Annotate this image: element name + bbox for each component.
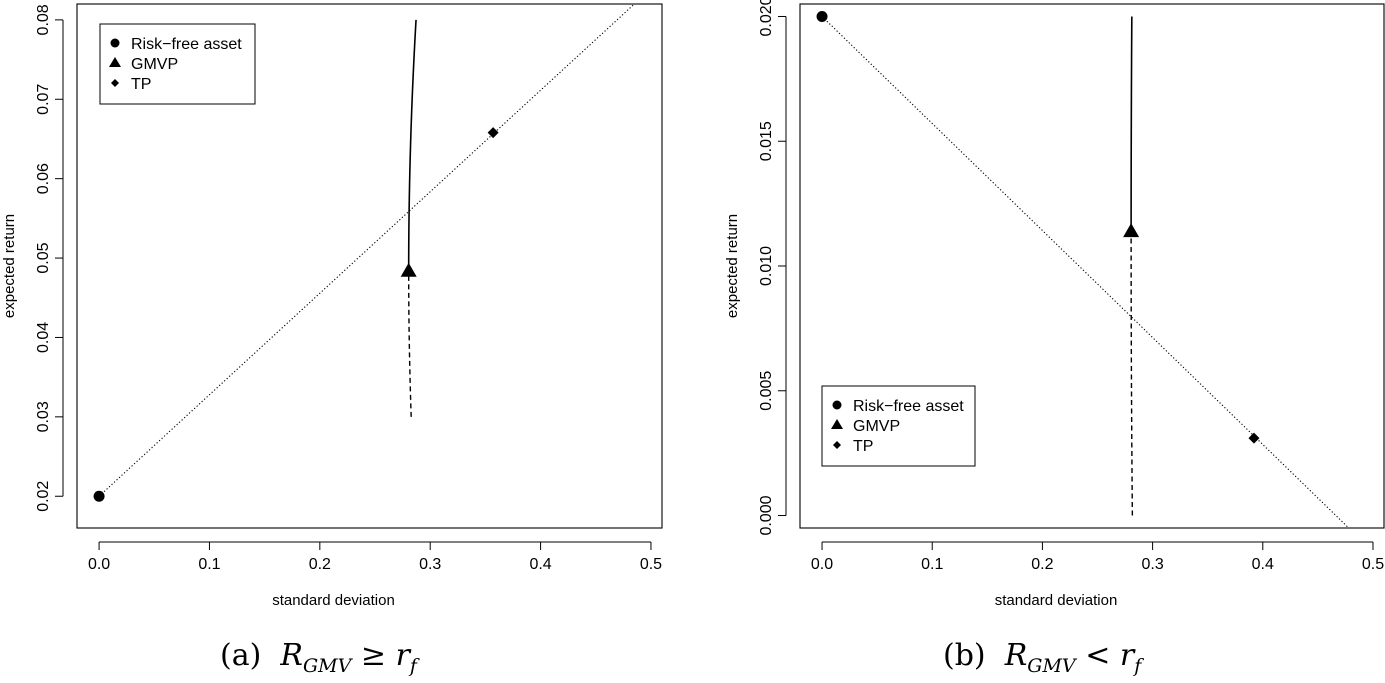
y-tick-label: 0.07 <box>35 84 52 115</box>
y-tick-label: 0.02 <box>35 481 52 512</box>
legend-label: TP <box>131 76 151 93</box>
risk-free-point <box>93 490 105 502</box>
x-tick-label: 0.1 <box>198 556 220 573</box>
legend-circle-marker <box>832 400 842 410</box>
legend-triangle-marker <box>831 419 843 429</box>
y-axis-title: expected return <box>1 214 18 318</box>
x-tick-label: 0.3 <box>419 556 441 573</box>
legend: Risk−free asset GMVP TP <box>821 385 976 467</box>
x-tick-label: 0.0 <box>811 556 833 573</box>
x-tick-label: 0.5 <box>640 556 662 573</box>
y-tick-label: 0.020 <box>758 0 775 36</box>
x-tick-label: 0.1 <box>921 556 943 573</box>
legend-diamond-marker <box>833 441 841 449</box>
legend-label: GMVP <box>131 56 178 73</box>
y-axis-title: expected return <box>724 214 741 318</box>
plot-area <box>821 16 1350 528</box>
risk-free-point <box>816 10 828 22</box>
caption-a: (a) RGMV ≥ rf <box>220 638 417 677</box>
legend-label: GMVP <box>853 418 900 435</box>
x-tick-label: 0.4 <box>1252 556 1274 573</box>
x-axis-title: standard deviation <box>272 592 395 609</box>
x-tick-label: 0.4 <box>529 556 551 573</box>
legend-label: Risk−free asset <box>853 398 964 415</box>
x-tick-label: 0.2 <box>309 556 331 573</box>
legend-diamond-marker <box>111 79 119 87</box>
y-tick-label: 0.005 <box>758 371 775 411</box>
y-tick-label: 0.03 <box>35 401 52 432</box>
legend-label: TP <box>853 438 873 455</box>
y-tick-label: 0.05 <box>35 242 52 273</box>
plot-area <box>98 4 636 497</box>
legend-triangle-marker <box>109 57 121 67</box>
inefficient-frontier-line <box>1130 231 1134 516</box>
legend-circle-marker <box>110 38 120 48</box>
y-tick-label: 0.08 <box>35 4 52 35</box>
x-tick-label: 0.5 <box>1362 556 1384 573</box>
efficient-frontier-line <box>1130 16 1133 232</box>
y-tick-label: 0.010 <box>758 246 775 286</box>
x-axis-title: standard deviation <box>995 592 1118 609</box>
x-tick-label: 0.3 <box>1141 556 1163 573</box>
inefficient-frontier-line <box>407 270 412 417</box>
plot-frame <box>76 3 663 529</box>
y-tick-label: 0.015 <box>758 121 775 161</box>
caption-b-math: RGMV < rf <box>1004 638 1142 677</box>
x-tick-label: 0.2 <box>1031 556 1053 573</box>
legend-label: Risk−free asset <box>131 36 242 53</box>
legend-box <box>99 23 256 105</box>
caption-a-label: (a) <box>220 638 262 673</box>
caption-a-math: RGMV ≥ rf <box>280 638 417 677</box>
panel-b: 0.0 0.1 0.2 0.3 0.4 0.5 0.000 0.005 0.010 0.015 0.… <box>724 0 1385 609</box>
efficient-frontier-line <box>407 19 417 271</box>
caption-b-label: (b) <box>943 638 986 673</box>
plot-frame <box>799 3 1385 529</box>
y-tick-label: 0.04 <box>35 322 52 353</box>
tp-point <box>487 127 499 139</box>
legend: Risk−free asset GMVP TP <box>99 23 256 105</box>
y-tick-label: 0.000 <box>758 495 775 535</box>
panel-a: 0.0 0.1 0.2 0.3 0.4 0.5 0.02 0.03 0.04 0.05 0.06 0.… <box>1 3 663 609</box>
tp-point <box>1248 432 1260 444</box>
caption-b: (b) RGMV < rf <box>943 638 1141 677</box>
gmvp-point <box>400 262 417 277</box>
gmvp-point <box>1123 223 1140 238</box>
legend-box <box>821 385 976 467</box>
y-tick-label: 0.06 <box>35 163 52 194</box>
x-tick-label: 0.0 <box>88 556 110 573</box>
